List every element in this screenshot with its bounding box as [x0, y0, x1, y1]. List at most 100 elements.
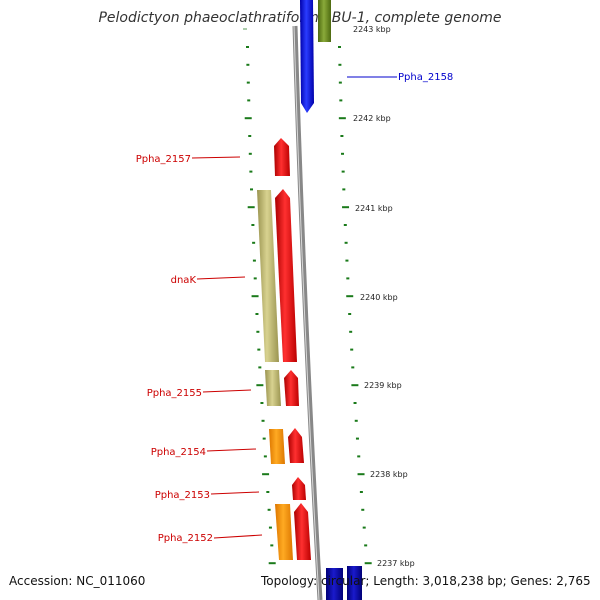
tick-mark [249, 170, 253, 173]
tick-mark [251, 295, 259, 298]
scale-label-2241: 2241 kbp [355, 204, 393, 213]
gene-navy-bottom-1 [326, 568, 343, 600]
tick-mark [338, 117, 346, 120]
label-leaders [191, 76, 397, 539]
tick-mark [354, 419, 358, 422]
tick-mark [342, 206, 350, 209]
tick-mark [246, 81, 250, 84]
tick-mark [256, 330, 260, 333]
gene-ppha-2153-red [292, 477, 306, 500]
gene-ppha-2155-khaki [265, 370, 281, 406]
tick-mark [268, 562, 276, 565]
tick-mark [350, 348, 354, 351]
tick-mark [260, 402, 264, 404]
tick-mark [262, 473, 270, 476]
gene-ppha-2152-red [294, 503, 311, 560]
tick-mark [361, 508, 365, 511]
tick-mark [246, 63, 250, 66]
gene-olive-top [318, 0, 331, 42]
gene-label-ppha-2153[interactable]: Ppha_2153 [155, 490, 210, 501]
gene-label-ppha-2154[interactable]: Ppha_2154 [151, 447, 206, 458]
tick-mark [355, 437, 359, 440]
gene-ppha-2155-red [284, 370, 299, 406]
tick-mark [255, 313, 259, 315]
gene-navy-bottom-2 [347, 566, 362, 600]
tick-mark [261, 419, 265, 422]
tick-mark [349, 330, 353, 333]
map-title: Pelodictyon phaeoclathratiforme BU-1, co… [98, 10, 502, 26]
tick-mark [357, 473, 365, 476]
tick-mark [270, 544, 274, 547]
gene-label-ppha-2155[interactable]: Ppha_2155 [147, 388, 202, 399]
gene-ppha-2157-arrow [274, 138, 290, 176]
tick-mark [338, 46, 341, 48]
gene-red-long-arrow [275, 189, 297, 362]
minor-ticks-left [244, 46, 276, 565]
genome-info-text: Topology: circular; Length: 3,018,238 bp… [261, 574, 591, 588]
gene-ppha-2154-orange [269, 429, 285, 464]
scale-labels: 2243 kbp 2242 kbp 2241 kbp 2240 kbp 2239… [353, 25, 415, 568]
gene-label-ppha-2157[interactable]: Ppha_2157 [136, 154, 191, 165]
genome-backbone [292, 25, 323, 600]
tick-mark [364, 544, 368, 547]
tick-mark [250, 188, 254, 191]
tick-mark [345, 259, 349, 262]
gene-ppha-2154-red [288, 428, 304, 463]
gene-label-ppha-2158[interactable]: Ppha_2158 [398, 72, 453, 83]
tick-mark [253, 277, 257, 280]
tick-mark [341, 170, 345, 173]
tick-mark [252, 259, 256, 262]
tick-mark [364, 562, 372, 565]
tick-mark [342, 188, 346, 191]
tick-mark [256, 384, 264, 387]
accession-text: Accession: NC_011060 [9, 574, 146, 588]
tick-mark [248, 152, 252, 155]
tick-mark [344, 241, 348, 244]
tick-mark [362, 526, 366, 529]
tick-mark [346, 295, 354, 298]
scale-label-2242: 2242 kbp [353, 114, 391, 123]
tick-mark [338, 81, 342, 84]
minor-ticks-right [338, 46, 372, 565]
tick-mark [248, 135, 252, 137]
tick-mark [353, 402, 357, 404]
tick-mark [340, 135, 344, 137]
gene-ppha-2158-arrow [300, 0, 314, 113]
tick-mark [247, 206, 255, 209]
scale-label-2240: 2240 kbp [360, 293, 398, 302]
genome-backbone-highlight [293, 25, 320, 600]
tick-mark [257, 348, 261, 351]
tick-mark [348, 313, 352, 315]
scale-label-2243: 2243 kbp [353, 25, 391, 34]
gene-dnak-khaki [257, 190, 279, 362]
scale-label-2237: 2237 kbp [377, 559, 415, 568]
tick-mark [268, 526, 272, 529]
tick-mark [359, 491, 363, 493]
gene-label-dnak[interactable]: dnaK [171, 275, 197, 286]
tick-mark [263, 455, 267, 458]
scale-label-2239: 2239 kbp [364, 381, 402, 390]
gene-ppha-2152-orange [275, 504, 293, 560]
tick-mark [262, 437, 266, 440]
tick-mark [246, 46, 249, 48]
tick-mark [258, 366, 262, 369]
gene-label-ppha-2152[interactable]: Ppha_2152 [158, 533, 213, 544]
tick-mark [247, 99, 251, 102]
tick-mark [357, 455, 361, 458]
tick-mark [252, 241, 256, 244]
tick-mark [351, 384, 359, 387]
tick-mark [266, 491, 270, 493]
top-marks [243, 28, 247, 30]
tick-mark [338, 63, 342, 66]
scale-label-2238: 2238 kbp [370, 470, 408, 479]
tick-mark [343, 224, 347, 226]
tick-mark [251, 224, 255, 226]
tick-mark [341, 152, 345, 155]
tick-mark [244, 117, 252, 120]
tick-mark [346, 277, 350, 280]
gene-labels: Ppha_2158 Ppha_2157 dnaK Ppha_2155 Ppha_… [136, 72, 454, 544]
tick-mark [267, 508, 271, 511]
genes [257, 0, 362, 600]
tick-mark [339, 99, 343, 102]
